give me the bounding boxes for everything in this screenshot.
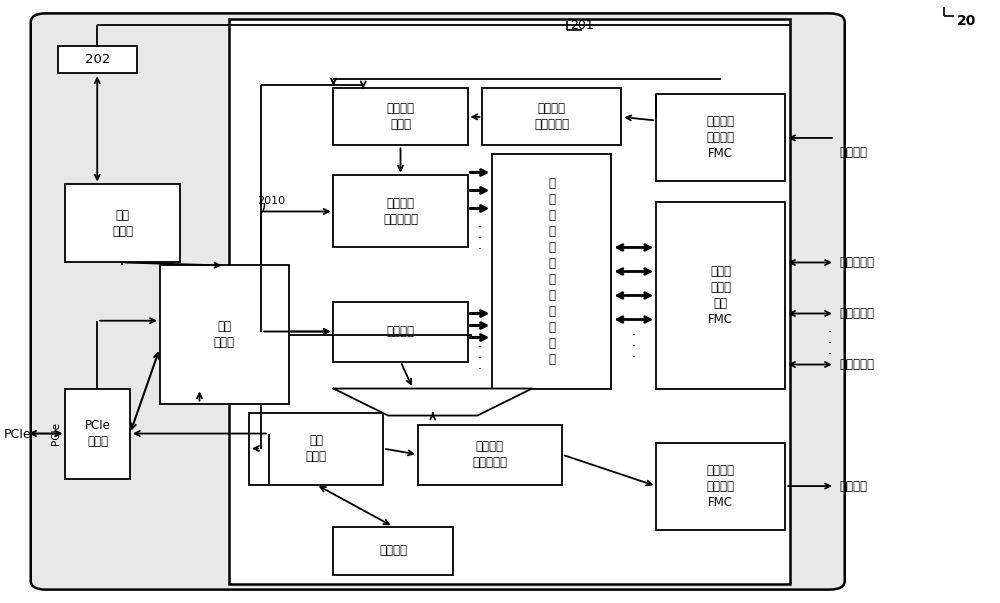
Bar <box>58 46 137 74</box>
Text: ·
·
·: · · · <box>632 329 636 364</box>
Text: 2010: 2010 <box>257 195 285 206</box>
Bar <box>65 388 130 479</box>
Bar <box>656 95 785 182</box>
Text: 采集外设
通信控制器: 采集外设 通信控制器 <box>534 103 569 131</box>
Bar <box>492 154 611 388</box>
Text: ·
·
·: · · · <box>828 326 832 361</box>
Text: 回放外设
通信控制器: 回放外设 通信控制器 <box>472 440 507 469</box>
Text: PCIe: PCIe <box>51 422 61 445</box>
Text: 高速存
取通信
接口
FMC: 高速存 取通信 接口 FMC <box>708 265 733 326</box>
Bar <box>656 203 785 388</box>
Text: 配置
控制器: 配置 控制器 <box>112 209 133 238</box>
Text: 固态存储卡: 固态存储卡 <box>840 307 875 320</box>
Text: 缓存
控制器: 缓存 控制器 <box>306 434 327 463</box>
Bar <box>229 19 790 584</box>
Bar <box>333 302 468 362</box>
Text: 高速缓存: 高速缓存 <box>379 544 407 557</box>
Bar <box>482 89 621 145</box>
Text: 20: 20 <box>957 14 977 28</box>
Text: 固态存储卡: 固态存储卡 <box>840 358 875 371</box>
Text: PCIe
控制器: PCIe 控制器 <box>85 419 111 448</box>
Bar <box>418 425 562 485</box>
Text: 201: 201 <box>570 19 594 32</box>
Text: 固态存储卡: 固态存储卡 <box>840 256 875 269</box>
Bar <box>249 412 383 485</box>
Text: 数据帧格
式化与分流: 数据帧格 式化与分流 <box>383 197 418 226</box>
Text: 采集数据
缓冲器: 采集数据 缓冲器 <box>387 103 415 131</box>
Text: 202: 202 <box>85 53 110 66</box>
Text: PCIe: PCIe <box>4 428 32 441</box>
Text: 采集外设: 采集外设 <box>840 146 868 159</box>
Text: 数据聚合: 数据聚合 <box>387 325 415 338</box>
Bar <box>333 526 453 575</box>
Bar <box>160 265 289 403</box>
Text: 采集外设
通信接口
FMC: 采集外设 通信接口 FMC <box>707 115 735 160</box>
Text: 地址
管理器: 地址 管理器 <box>214 320 235 349</box>
Text: ·
·
·: · · · <box>478 341 482 376</box>
Polygon shape <box>333 388 532 415</box>
Bar <box>656 443 785 529</box>
Bar <box>333 89 468 145</box>
Bar <box>65 185 180 262</box>
Text: 回放外设
通信接口
FMC: 回放外设 通信接口 FMC <box>707 464 735 508</box>
Bar <box>333 175 468 247</box>
Text: 多
通
道
高
速
存
取
通
信
控
制
器: 多 通 道 高 速 存 取 通 信 控 制 器 <box>548 177 555 366</box>
FancyBboxPatch shape <box>31 13 845 590</box>
Text: ·
·
·: · · · <box>478 221 482 256</box>
Text: 回放外设: 回放外设 <box>840 480 868 493</box>
